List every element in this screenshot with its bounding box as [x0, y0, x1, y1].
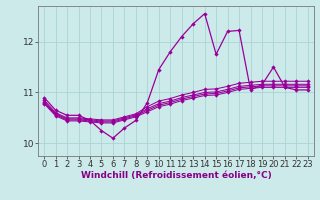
X-axis label: Windchill (Refroidissement éolien,°C): Windchill (Refroidissement éolien,°C)	[81, 171, 271, 180]
